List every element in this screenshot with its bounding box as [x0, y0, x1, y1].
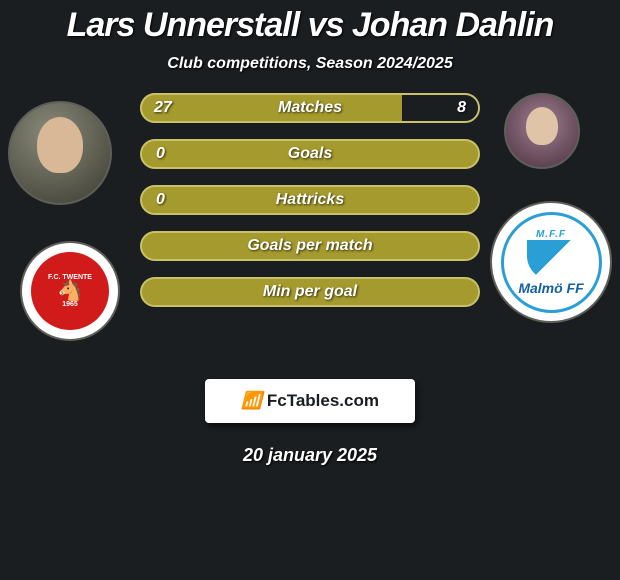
stat-goals-label: Goals [142, 145, 478, 163]
player1-club-badge: F.C. TWENTE 🐴 1965 [20, 241, 120, 341]
stat-goals-pill: 0 Goals [140, 139, 480, 169]
stat-matches-label: Matches [278, 99, 342, 117]
stat-gpm: Goals per match [140, 231, 480, 261]
club-right-name: Malmö FF [518, 280, 583, 296]
comparison-card: Lars Unnerstall vs Johan Dahlin Club com… [0, 0, 620, 580]
stat-hattricks: 0 Hattricks [140, 185, 480, 215]
club-right-top: M.F.F [536, 229, 566, 240]
player2-name: Johan Dahlin [352, 6, 553, 44]
subtitle: Club competitions, Season 2024/2025 [0, 55, 620, 73]
player2-face-placeholder [506, 95, 578, 167]
malmo-badge: M.F.F Malmö FF [501, 212, 602, 313]
player1-avatar [8, 101, 112, 205]
brand-logo[interactable]: 📶 FcTables.com [205, 379, 415, 423]
stat-matches-left: 27 [154, 99, 172, 117]
stat-hattricks-left: 0 [156, 191, 165, 209]
stat-gpm-label: Goals per match [247, 237, 372, 255]
stat-goals-left: 0 [156, 145, 165, 163]
malmo-shield-icon [527, 240, 575, 280]
brand-bars-icon: 📶 [241, 391, 267, 410]
player1-name: Lars Unnerstall [67, 6, 300, 44]
player1-face-placeholder [10, 103, 110, 203]
vs-text: vs [308, 6, 344, 44]
stat-hattricks-label: Hattricks [142, 191, 478, 209]
player2-avatar [504, 93, 580, 169]
stat-matches-right: 8 [457, 99, 466, 117]
report-date: 20 january 2025 [0, 445, 620, 466]
footer: 📶 FcTables.com [0, 379, 620, 423]
stat-hattricks-pill: 0 Hattricks [140, 185, 480, 215]
twente-badge: F.C. TWENTE 🐴 1965 [31, 252, 109, 330]
stat-mpg: Min per goal [140, 277, 480, 307]
stat-mpg-pill: Min per goal [140, 277, 480, 307]
page-title: Lars Unnerstall vs Johan Dahlin [0, 0, 620, 45]
stats-column: 27 Matches 8 0 Goals 0 Hattricks [140, 93, 480, 323]
stat-mpg-label: Min per goal [263, 283, 357, 301]
stat-goals: 0 Goals [140, 139, 480, 169]
stat-matches: 27 Matches 8 [140, 93, 480, 123]
brand-text: FcTables.com [267, 391, 379, 410]
stat-gpm-pill: Goals per match [140, 231, 480, 261]
player2-club-badge: M.F.F Malmö FF [490, 201, 612, 323]
comparison-body: F.C. TWENTE 🐴 1965 M.F.F Malmö FF 27 Mat… [0, 73, 620, 373]
stat-matches-pill: 27 Matches 8 [140, 93, 480, 123]
club-left-year: 1965 [62, 301, 78, 308]
